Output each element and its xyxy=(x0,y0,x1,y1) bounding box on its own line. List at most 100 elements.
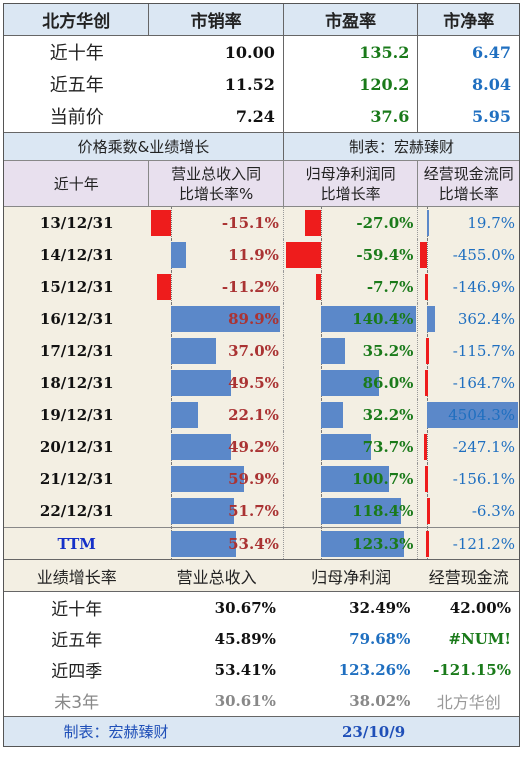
growth-cell: 4504.3% xyxy=(418,399,519,431)
zero-axis xyxy=(427,239,429,271)
period-label: 21/12/31 xyxy=(39,470,114,488)
revenue-rate: 30.61% xyxy=(214,691,276,710)
period-header: 近十年 xyxy=(4,161,150,206)
revenue-rate: 53.41% xyxy=(214,660,276,679)
bar-value-label: 22.1% xyxy=(228,406,279,424)
period-label: 19/12/31 xyxy=(39,406,114,424)
growth-cell: -164.7% xyxy=(418,367,519,399)
author-credit: 制表：宏赫臻财 xyxy=(348,138,454,156)
company-name: 北方华创 xyxy=(4,4,150,35)
bar-value-label: 140.4% xyxy=(352,310,414,328)
growth-cell: 49.2% xyxy=(149,431,284,463)
bar-value-label: -7.7% xyxy=(366,278,414,296)
growth-cell: 49.5% xyxy=(149,367,284,399)
negative-bar xyxy=(424,370,428,396)
summary-cashflow-header: 经营现金流 xyxy=(428,567,509,587)
growth-cell: -11.2% xyxy=(149,271,284,303)
pb-header: 市净率 xyxy=(443,12,495,32)
growth-cell: 73.7% xyxy=(284,431,419,463)
summary-header: 业绩增长率 营业总收入 归母净利润 经营现金流 xyxy=(4,559,519,592)
bar-value-label: -115.7% xyxy=(452,342,516,360)
revenue-growth-header: 营业总收入同 比增长率% xyxy=(149,161,284,206)
growth-row: 19/12/31 22.1% 32.2% 4504.3% xyxy=(4,399,519,431)
netprofit-rate: 32.49% xyxy=(349,598,411,617)
ps-header: 市销率 xyxy=(149,4,284,35)
bar-value-label: 73.7% xyxy=(362,438,414,456)
positive-bar xyxy=(171,370,232,396)
growth-cell: -15.1% xyxy=(149,207,284,239)
revenue-rate: 30.67% xyxy=(214,598,276,617)
growth-cell: 362.4% xyxy=(418,303,519,335)
netprofit-rate: 38.02% xyxy=(349,691,411,710)
summary-row: 近四季 53.41% 123.26% -121.15% xyxy=(4,654,519,685)
revenue-rate: 45.89% xyxy=(214,629,276,648)
valuation-header: 北方华创 市销率 市盈率 市净率 xyxy=(4,4,519,36)
netprofit-rate: 79.68% xyxy=(349,629,411,648)
zero-axis xyxy=(171,271,173,303)
bar-value-label: 32.2% xyxy=(362,406,414,424)
footer: 制表：宏赫臻财 23/10/9 xyxy=(4,716,519,746)
bar-value-label: 362.4% xyxy=(457,310,516,328)
bar-value-label: 37.0% xyxy=(228,342,279,360)
negative-bar xyxy=(420,242,428,268)
growth-cell: -7.7% xyxy=(284,271,419,303)
growth-row: TTM 53.4% 123.3% -121.2% xyxy=(4,527,519,559)
stock-summary-table: 北方华创 市销率 市盈率 市净率 近十年 10.00 135.2 6.47 近五… xyxy=(3,3,520,747)
growth-cell: 35.2% xyxy=(284,335,419,367)
positive-bar xyxy=(320,466,390,492)
bar-value-label: 11.9% xyxy=(228,246,279,264)
bar-value-label: -164.7% xyxy=(452,374,516,392)
bar-value-label: 100.7% xyxy=(352,470,414,488)
bar-value-label: -11.2% xyxy=(221,278,279,296)
period-label: 17/12/31 xyxy=(39,342,114,360)
row-label: 当前价 xyxy=(49,107,104,128)
valuation-row: 近十年 10.00 135.2 6.47 xyxy=(4,36,519,68)
zero-axis xyxy=(320,207,322,239)
summary-netprofit-header: 归母净利润 xyxy=(311,567,392,587)
positive-bar xyxy=(171,338,217,364)
ps-value: 10.00 xyxy=(149,36,284,68)
growth-cell: 86.0% xyxy=(284,367,419,399)
growth-cell: 32.2% xyxy=(284,399,419,431)
positive-bar xyxy=(320,370,380,396)
company-watermark: 北方华创 xyxy=(436,692,501,712)
growth-column-headers: 近十年 营业总收入同 比增长率% 归母净利润同 比增长率 经营现金流同 比增长率 xyxy=(4,161,519,207)
positive-bar xyxy=(320,434,371,460)
period-label: 20/12/31 xyxy=(39,438,114,456)
positive-bar xyxy=(171,306,281,332)
growth-cell: 37.0% xyxy=(149,335,284,367)
growth-cell: 59.9% xyxy=(149,463,284,495)
bar-value-label: 49.5% xyxy=(228,374,279,392)
row-label: 近四季 xyxy=(51,662,103,682)
zero-axis xyxy=(320,239,322,271)
bar-value-label: 118.4% xyxy=(352,502,414,520)
row-label: 近五年 xyxy=(51,631,103,651)
positive-bar xyxy=(171,466,245,492)
bar-value-label: 53.4% xyxy=(228,534,279,553)
bar-value-label: -146.9% xyxy=(452,278,516,296)
bar-value-label: 59.9% xyxy=(228,470,279,488)
positive-bar xyxy=(320,306,416,332)
growth-cell: 123.3% xyxy=(284,528,419,559)
bar-value-label: -455.0% xyxy=(452,246,516,264)
negative-bar xyxy=(425,338,429,364)
pb-value: 5.95 xyxy=(472,106,511,126)
cashflow-growth-header: 经营现金流同 比增长率 xyxy=(423,164,514,203)
growth-cell: -27.0% xyxy=(284,207,419,239)
growth-cell: 140.4% xyxy=(284,303,419,335)
row-label: 近五年 xyxy=(49,75,104,96)
negative-bar xyxy=(151,210,172,236)
positive-bar xyxy=(171,242,186,268)
summary-row: 未3年 30.61% 38.02% 北方华创 xyxy=(4,685,519,716)
zero-axis xyxy=(320,271,322,303)
growth-cell: 118.4% xyxy=(284,495,419,527)
pb-value: 6.47 xyxy=(472,42,511,62)
positive-bar xyxy=(171,498,235,524)
growth-row: 17/12/31 37.0% 35.2% -115.7% xyxy=(4,335,519,367)
growth-section-title: 价格乘数&业绩增长 制表：宏赫臻财 xyxy=(4,133,519,161)
summary-row: 近十年 30.67% 32.49% 42.00% xyxy=(4,592,519,623)
bar-value-label: -59.4% xyxy=(356,246,414,264)
growth-cell: -146.9% xyxy=(418,271,519,303)
positive-bar xyxy=(171,531,237,557)
period-label: 13/12/31 xyxy=(39,214,114,232)
